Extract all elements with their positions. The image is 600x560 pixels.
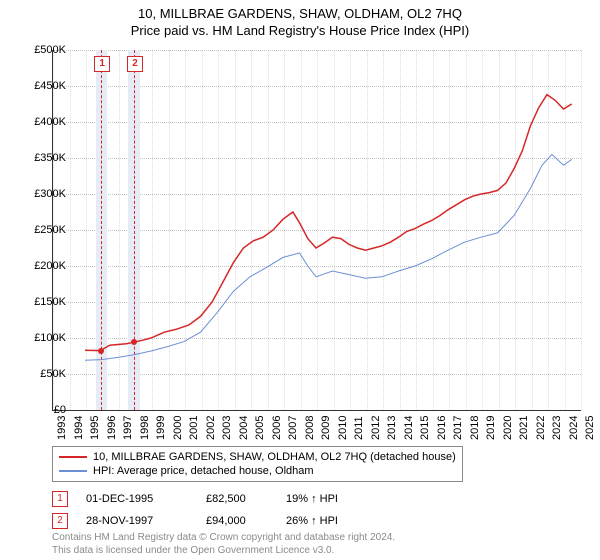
- grid-line: [581, 50, 582, 410]
- y-tick-label: £450K: [22, 80, 66, 92]
- x-tick-label: 2022: [535, 416, 547, 440]
- chart-area: 12: [52, 50, 580, 410]
- sales-badge: 1: [52, 491, 68, 507]
- y-tick-label: £100K: [22, 332, 66, 344]
- x-tick-label: 1996: [106, 416, 118, 440]
- y-tick-label: £500K: [22, 44, 66, 56]
- legend-swatch: [59, 456, 87, 458]
- x-tick-label: 2002: [205, 416, 217, 440]
- y-tick-label: £50K: [22, 368, 66, 380]
- y-tick-label: £300K: [22, 188, 66, 200]
- sales-table: 1 01-DEC-1995£82,50019% ↑ HPI 2 28-NOV-1997…: [52, 488, 376, 532]
- sales-row: 2 28-NOV-1997£94,00026% ↑ HPI: [52, 510, 376, 532]
- legend-label: HPI: Average price, detached house, Oldh…: [93, 465, 314, 477]
- x-tick-label: 2003: [221, 416, 233, 440]
- footer-attribution: Contains HM Land Registry data © Crown c…: [52, 532, 395, 557]
- x-tick-label: 2012: [370, 416, 382, 440]
- x-tick-label: 2011: [353, 416, 365, 440]
- x-tick-label: 1997: [122, 416, 134, 440]
- legend-item: HPI: Average price, detached house, Oldh…: [59, 464, 456, 478]
- y-tick-label: £150K: [22, 296, 66, 308]
- title-address: 10, MILLBRAE GARDENS, SHAW, OLDHAM, OL2 …: [0, 6, 600, 21]
- series-line-1: [85, 154, 572, 360]
- series-svg: [52, 50, 580, 410]
- series-line-0: [85, 95, 572, 351]
- footer-line2: This data is licensed under the Open Gov…: [52, 545, 395, 558]
- sales-price: £82,500: [206, 493, 286, 505]
- x-tick-label: 2013: [386, 416, 398, 440]
- x-tick-label: 2016: [436, 416, 448, 440]
- x-tick-label: 2018: [469, 416, 481, 440]
- x-tick-label: 2010: [337, 416, 349, 440]
- x-tick-label: 2006: [271, 416, 283, 440]
- y-tick-label: £0: [22, 404, 66, 416]
- y-tick-label: £200K: [22, 260, 66, 272]
- x-tick-label: 1993: [56, 416, 68, 440]
- x-tick-label: 2023: [551, 416, 563, 440]
- legend-item: 10, MILLBRAE GARDENS, SHAW, OLDHAM, OL2 …: [59, 450, 456, 464]
- sales-badge: 2: [52, 513, 68, 529]
- x-tick-label: 2000: [172, 416, 184, 440]
- x-tick-label: 2025: [584, 416, 596, 440]
- x-tick-label: 2014: [403, 416, 415, 440]
- sales-date: 01-DEC-1995: [86, 493, 206, 505]
- y-tick-label: £350K: [22, 152, 66, 164]
- x-tick-label: 1994: [73, 416, 85, 440]
- x-tick-label: 2019: [485, 416, 497, 440]
- x-tick-label: 2005: [254, 416, 266, 440]
- x-tick-label: 2020: [502, 416, 514, 440]
- legend-swatch: [59, 470, 87, 472]
- x-tick-label: 1995: [89, 416, 101, 440]
- sales-price: £94,000: [206, 515, 286, 527]
- x-tick-label: 1998: [139, 416, 151, 440]
- sales-delta: 19% ↑ HPI: [286, 493, 376, 505]
- title-block: 10, MILLBRAE GARDENS, SHAW, OLDHAM, OL2 …: [0, 0, 600, 38]
- legend: 10, MILLBRAE GARDENS, SHAW, OLDHAM, OL2 …: [52, 446, 463, 482]
- chart-container: 10, MILLBRAE GARDENS, SHAW, OLDHAM, OL2 …: [0, 0, 600, 560]
- x-tick-label: 2009: [320, 416, 332, 440]
- x-tick-label: 2004: [238, 416, 250, 440]
- x-tick-label: 2017: [452, 416, 464, 440]
- sales-delta: 26% ↑ HPI: [286, 515, 376, 527]
- y-tick-label: £250K: [22, 224, 66, 236]
- footer-line1: Contains HM Land Registry data © Crown c…: [52, 532, 395, 545]
- sales-row: 1 01-DEC-1995£82,50019% ↑ HPI: [52, 488, 376, 510]
- x-tick-label: 2008: [304, 416, 316, 440]
- x-tick-label: 2001: [188, 416, 200, 440]
- x-tick-label: 2024: [568, 416, 580, 440]
- x-tick-label: 2007: [287, 416, 299, 440]
- y-tick-label: £400K: [22, 116, 66, 128]
- x-tick-label: 1999: [155, 416, 167, 440]
- x-tick-label: 2015: [419, 416, 431, 440]
- x-tick-label: 2021: [518, 416, 530, 440]
- sales-date: 28-NOV-1997: [86, 515, 206, 527]
- title-subtitle: Price paid vs. HM Land Registry's House …: [0, 23, 600, 38]
- legend-label: 10, MILLBRAE GARDENS, SHAW, OLDHAM, OL2 …: [93, 451, 456, 463]
